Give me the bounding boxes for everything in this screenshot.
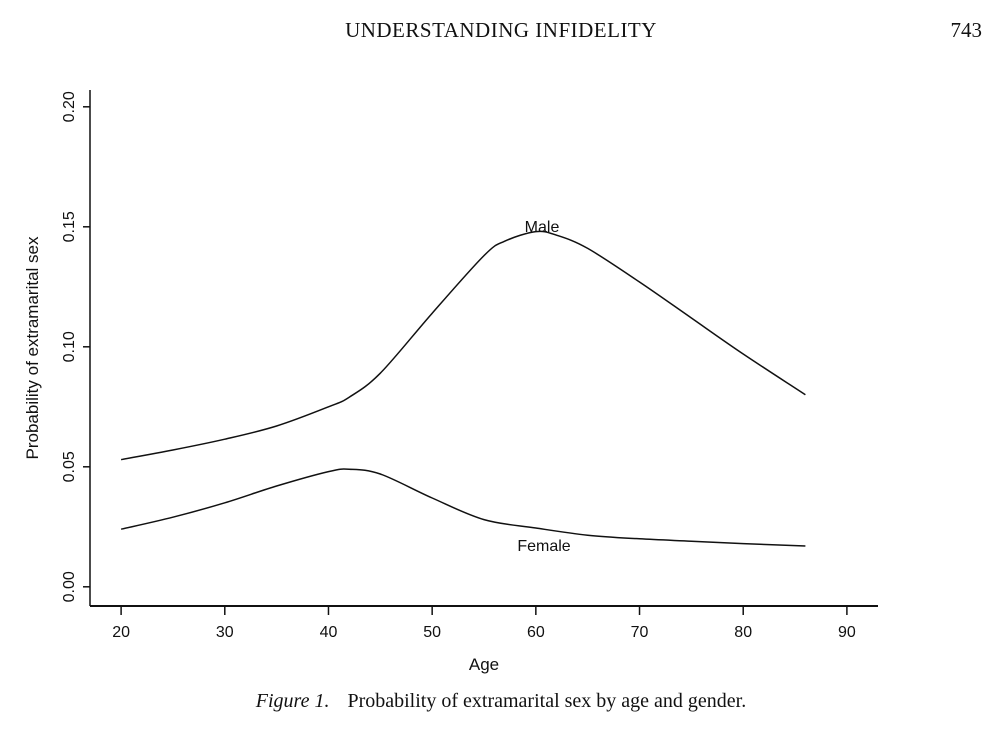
- figure-label: Figure 1.: [255, 690, 330, 712]
- x-tick-label: 90: [838, 624, 856, 641]
- series-label-male: Male: [525, 219, 560, 236]
- y-tick-label: 0.10: [61, 331, 78, 362]
- y-tick-label: 0.05: [61, 451, 78, 482]
- chart-ticks: 20 30 40 50 60 70 80 90 0.00 0.05 0.10 0.15 0.20: [61, 91, 856, 641]
- chart-axes: [89, 90, 878, 607]
- series-line-female: [120, 468, 806, 547]
- figure-caption: Figure 1. Probability of extramarital sex…: [0, 690, 1002, 713]
- y-tick-label: 0.00: [61, 571, 78, 602]
- series-line-male: [120, 230, 806, 461]
- running-head-title: UNDERSTANDING INFIDELITY: [345, 18, 657, 42]
- y-axis-label: Probability of extramarital sex: [23, 236, 42, 459]
- x-tick-label: 30: [216, 624, 234, 641]
- x-tick-label: 20: [112, 624, 130, 641]
- chart-series: [120, 230, 806, 547]
- page-number: 743: [950, 18, 983, 42]
- y-tick-label: 0.20: [61, 91, 78, 122]
- x-tick-label: 40: [320, 624, 338, 641]
- y-tick-label: 0.15: [61, 211, 78, 242]
- x-tick-label: 70: [631, 624, 649, 641]
- figure-caption-text: Probability of extramarital sex by age a…: [347, 690, 747, 712]
- line-chart: 20 30 40 50 60 70 80 90 0.00 0.05 0.10 0.15 0.20 Age…: [23, 90, 878, 674]
- x-tick-label: 80: [734, 624, 752, 641]
- x-axis-label: Age: [469, 655, 499, 674]
- x-tick-label: 50: [423, 624, 441, 641]
- x-tick-label: 60: [527, 624, 545, 641]
- series-label-female: Female: [517, 538, 570, 555]
